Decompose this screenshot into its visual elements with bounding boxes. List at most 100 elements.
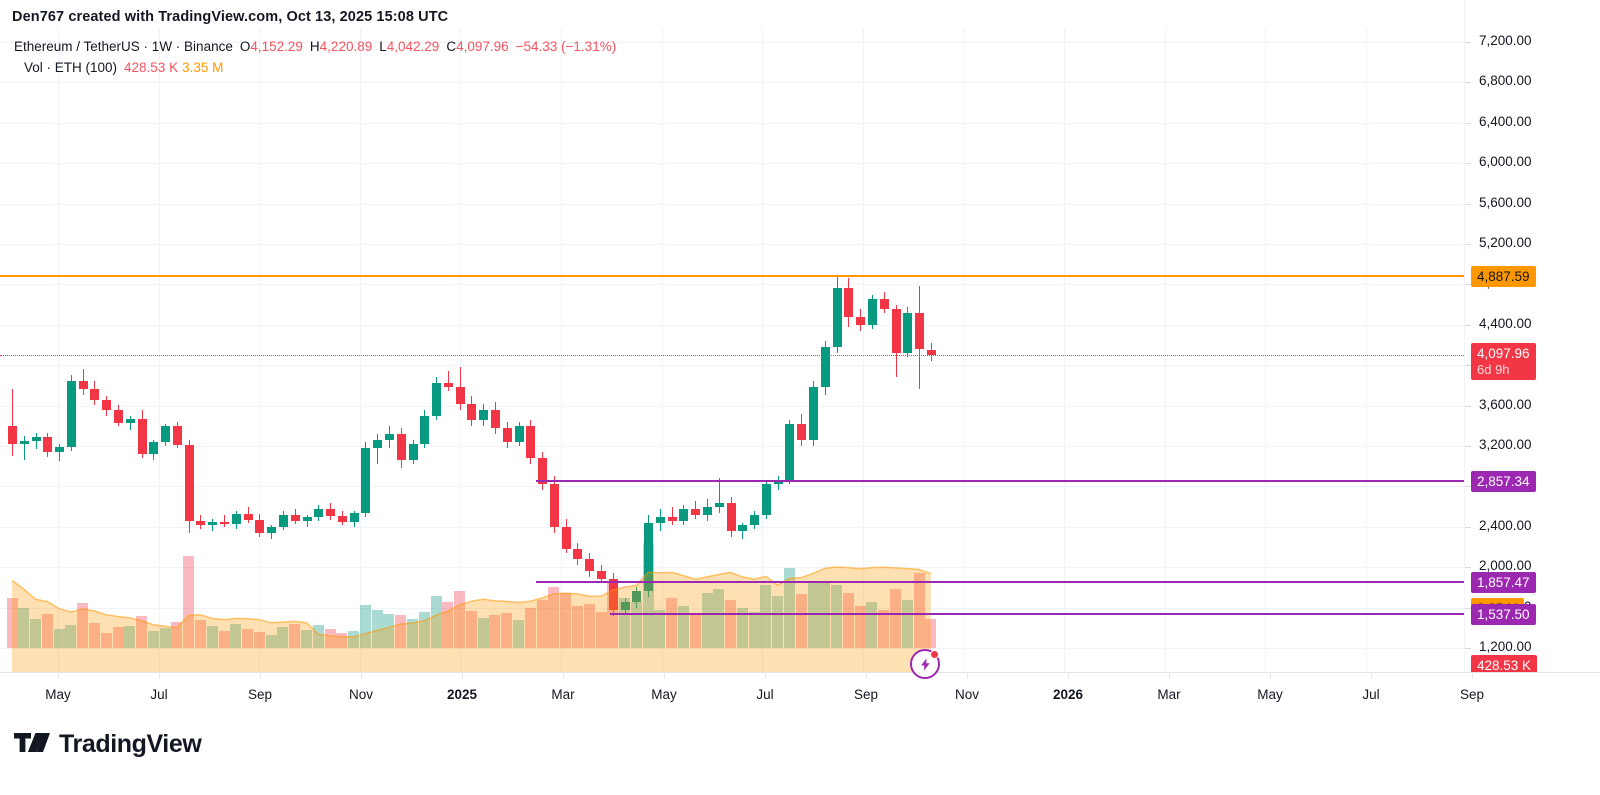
price-line[interactable]	[610, 612, 1464, 615]
time-axis-tick-mark	[866, 673, 867, 678]
grid-line-horizontal	[0, 123, 1464, 124]
volume-bar	[842, 592, 854, 648]
volume-bar	[206, 626, 218, 648]
volume-bar	[654, 609, 666, 648]
time-axis-tick-mark	[361, 673, 362, 678]
price-axis-tick-mark	[1465, 446, 1471, 447]
volume-badge[interactable]: 428.53 K	[1471, 655, 1538, 676]
grid-line-vertical	[159, 28, 160, 672]
last-price-badge[interactable]: 4,097.96 6d 9h	[1471, 343, 1536, 381]
time-axis[interactable]: May Jul Sep Nov 2025 Mar May Jul Sep Nov 2026 Mar Ma…	[0, 672, 1600, 719]
time-axis-tick: Sep	[247, 687, 273, 702]
volume-bar	[489, 615, 501, 648]
price-axis-tick-mark	[1465, 365, 1471, 367]
price-axis[interactable]: 7,200.00 6,800.00 6,400.00 6,000.00 5,600.00…	[1464, 0, 1600, 676]
legend-volume-value: 428.53 K	[124, 60, 179, 75]
volume-bar	[890, 588, 901, 648]
volume-bar	[100, 632, 112, 648]
grid-line-vertical	[360, 28, 361, 672]
time-axis-tick: Nov	[348, 687, 374, 702]
chart-legend: Ethereum / TetherUS · 1W · Binance O4,152…	[14, 36, 616, 78]
last-price-badge-value: 4,097.96	[1477, 346, 1530, 362]
price-line-badge-mid[interactable]: 2,857.34	[1471, 470, 1536, 492]
legend-close-key: C	[446, 39, 457, 54]
volume-bar	[230, 624, 242, 648]
time-axis-tick-mark	[1472, 673, 1473, 678]
volume-bar	[795, 594, 807, 648]
time-axis-tick-mark	[462, 673, 463, 678]
volume-bar	[477, 618, 489, 648]
price-axis-tick-mark	[1465, 324, 1471, 326]
grid-line-vertical	[762, 28, 763, 672]
candlestick-series	[0, 28, 1464, 672]
price-axis-tick: 2,400.00	[1479, 517, 1532, 533]
volume-bar	[30, 619, 42, 648]
grid-line-vertical	[1064, 28, 1065, 672]
time-axis-tick: Sep	[1459, 687, 1485, 702]
price-line-badge-high[interactable]: 4,887.59	[1471, 265, 1536, 287]
volume-bar	[442, 602, 454, 648]
volume-bar	[866, 602, 878, 648]
price-axis-tick-mark	[1465, 244, 1471, 245]
price-axis-tick: 4,400.00	[1479, 315, 1532, 331]
volume-bar	[301, 629, 312, 648]
price-line-badge-high-value: 4,887.59	[1477, 268, 1530, 284]
volume-bar	[760, 584, 772, 648]
volume-bar	[242, 628, 254, 648]
volume-bar	[925, 619, 937, 648]
legend-volume-title: Vol · ETH (100)	[24, 60, 118, 75]
time-axis-tick: Sep	[853, 687, 879, 702]
volume-bar	[783, 567, 795, 648]
price-axis-tick: 6,000.00	[1479, 154, 1532, 170]
volume-bar	[748, 611, 760, 648]
price-axis-tick-mark	[1465, 486, 1471, 488]
price-line-badge-low[interactable]: 1,857.47	[1471, 571, 1536, 593]
volume-bar	[77, 603, 89, 648]
legend-high-value: 4,220.89	[319, 39, 373, 54]
volume-bar	[878, 609, 890, 648]
volume-bar	[725, 600, 737, 648]
legend-volume-row[interactable]: Vol · ETH (100) 428.53 K 3.35 M	[14, 57, 616, 78]
price-axis-tick-mark	[1465, 284, 1471, 286]
price-axis-tick-mark	[1465, 163, 1471, 165]
volume-ma-fill	[12, 567, 931, 672]
volume-bar	[454, 590, 466, 648]
lightning-bolt-icon[interactable]	[910, 649, 940, 679]
grid-line-vertical	[259, 28, 260, 672]
volume-bar	[324, 628, 336, 648]
price-axis-tick-mark	[1465, 648, 1471, 649]
legend-symbol-row[interactable]: Ethereum / TetherUS · 1W · Binance O4,152…	[14, 36, 616, 57]
volume-bar	[901, 600, 913, 648]
volume-ma-line	[11, 566, 932, 638]
volume-bar	[395, 615, 407, 648]
legend-change: −54.33 (−1.31%)	[515, 39, 617, 54]
volume-bar	[18, 607, 30, 648]
grid-line-vertical	[1265, 28, 1266, 672]
time-axis-tick-mark	[664, 673, 665, 678]
price-axis-tick: 6,800.00	[1479, 73, 1532, 89]
price-axis-tick-mark	[1465, 82, 1471, 84]
volume-bar	[124, 626, 136, 648]
price-axis-tick: 7,200.00	[1479, 33, 1532, 48]
volume-bar	[65, 625, 77, 648]
time-axis-tick-mark	[58, 673, 59, 678]
time-axis-tick: Jul	[1362, 687, 1380, 702]
legend-open-value: 4,152.29	[250, 39, 303, 54]
volume-bar	[666, 598, 678, 648]
price-line-badge-lowest[interactable]: 1,537.50	[1471, 603, 1536, 625]
volume-bar	[359, 604, 371, 648]
volume-bar	[159, 627, 171, 648]
price-line[interactable]	[536, 580, 1464, 583]
volume-bar	[701, 592, 713, 648]
price-axis-tick-mark	[1465, 122, 1471, 124]
grid-line-horizontal	[0, 82, 1464, 83]
price-line[interactable]	[0, 274, 1464, 277]
time-axis-tick-mark	[765, 673, 766, 678]
volume-bar	[619, 598, 631, 648]
price-line[interactable]	[536, 479, 1464, 482]
chart-plot-area[interactable]	[0, 28, 1464, 672]
grid-line-vertical	[963, 28, 964, 672]
last-price-dotted-line	[0, 355, 1464, 357]
volume-bar	[371, 609, 383, 648]
